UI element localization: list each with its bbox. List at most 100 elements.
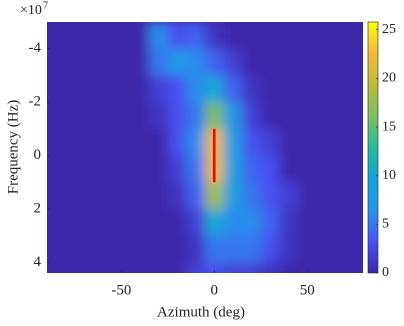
- heatmap-cell: [242, 48, 262, 76]
- heatmap-cell: [112, 22, 132, 50]
- heatmap-cell: [353, 155, 363, 183]
- heatmap-cell: [205, 182, 225, 210]
- heatmap-cell: [223, 22, 243, 50]
- heatmap-cell: [186, 262, 206, 273]
- heatmap-cell: [205, 262, 225, 273]
- heatmap-cell: [56, 22, 76, 50]
- heatmap-cell: [297, 208, 318, 237]
- heatmap-cell: [112, 235, 132, 263]
- heatmap-cell: [167, 208, 187, 237]
- heatmap-cell: [279, 102, 299, 130]
- heatmap-cell: [242, 182, 262, 210]
- heatmap-cell: [223, 128, 243, 157]
- heatmap-cell: [279, 128, 299, 157]
- colorbar: [367, 21, 379, 274]
- heatmap-cell: [149, 262, 169, 273]
- heatmap-cell: [335, 102, 355, 130]
- heatmap-cell: [260, 208, 280, 237]
- heatmap-cell: [56, 262, 76, 273]
- heatmap-cell: [56, 48, 76, 76]
- colorbar-tick-label: 15: [382, 119, 396, 134]
- heatmap-cell: [353, 48, 363, 76]
- heatmap-cell: [353, 235, 363, 263]
- heatmap-cell: [205, 22, 225, 50]
- heatmap-cell: [260, 235, 280, 263]
- heatmap-cell: [186, 22, 206, 50]
- heatmap-cell: [316, 102, 336, 130]
- heatmap-cell: [130, 235, 150, 263]
- heatmap-cell: [316, 128, 336, 157]
- heatmap-cell: [297, 262, 318, 273]
- heatmap-cell: [279, 48, 299, 76]
- heatmap-cell: [279, 155, 299, 183]
- heatmap-cell: [353, 262, 363, 273]
- x-tick-label: 50: [300, 282, 315, 298]
- heatmap-cell: [223, 182, 243, 210]
- y-tick-label: -4: [29, 40, 42, 56]
- heatmap-cell: [223, 102, 243, 130]
- heatmap-cell: [260, 128, 280, 157]
- heatmap-cell: [260, 155, 280, 183]
- heatmap-cell: [205, 48, 225, 76]
- colorbar-tick-label: 20: [382, 71, 396, 86]
- heatmap-cell: [335, 235, 355, 263]
- heatmap-cell: [130, 182, 150, 210]
- heatmap-cell: [167, 262, 187, 273]
- heatmap-cell: [149, 208, 169, 237]
- heatmap-cell: [242, 235, 262, 263]
- heatmap-cell: [74, 128, 94, 157]
- heatmap-cell: [279, 182, 299, 210]
- heatmap-cell: [74, 235, 94, 263]
- heatmap-cell: [242, 155, 262, 183]
- heatmap-cell: [316, 48, 336, 76]
- heatmap-cell: [205, 235, 225, 263]
- heatmap-cell: [279, 22, 299, 50]
- heatmap-cell: [279, 262, 299, 273]
- heatmap-cell: [335, 262, 355, 273]
- heatmap-cell: [93, 262, 113, 273]
- heatmap-cell: [112, 48, 132, 76]
- heatmap-cell: [316, 75, 336, 103]
- heatmap-cell: [56, 128, 76, 157]
- heatmap-cell: [167, 102, 187, 130]
- heatmap-cell: [223, 155, 243, 183]
- heatmap-cell: [223, 48, 243, 76]
- heatmap-cell: [93, 48, 113, 76]
- heatmap-cell: [93, 22, 113, 50]
- heatmap-cell: [167, 75, 187, 103]
- heatmap-cell: [56, 182, 76, 210]
- heatmap-cell: [316, 22, 336, 50]
- heatmap-cell: [149, 102, 169, 130]
- heatmap-cell: [74, 262, 94, 273]
- heatmap-cell: [335, 155, 355, 183]
- heatmap-cell: [205, 102, 225, 130]
- heatmap-cell: [149, 182, 169, 210]
- heatmap-cell: [112, 262, 132, 273]
- heatmap-cell: [242, 208, 262, 237]
- heatmap-cell: [297, 22, 318, 50]
- heatmap-cell: [279, 235, 299, 263]
- heatmap-cell: [260, 182, 280, 210]
- heatmap-cell: [74, 155, 94, 183]
- plot-area: [47, 22, 363, 273]
- heatmap-cell: [335, 75, 355, 103]
- heatmap-cell: [93, 235, 113, 263]
- heatmap-cell: [223, 262, 243, 273]
- heatmap-cell: [56, 102, 76, 130]
- heatmap-cell: [56, 208, 76, 237]
- x-axis-label: Azimuth (deg): [157, 304, 245, 320]
- heatmap-cell: [112, 208, 132, 237]
- heatmap-cell: [260, 48, 280, 76]
- heatmap-cell: [223, 75, 243, 103]
- colorbar-tick-label: 10: [382, 168, 396, 183]
- heatmap-cell: [47, 48, 57, 76]
- y-tick-label: 0: [34, 147, 42, 163]
- heatmap-cell: [149, 75, 169, 103]
- heatmap-cell: [297, 155, 318, 183]
- heatmap-cell: [93, 155, 113, 183]
- heatmap-cell: [335, 22, 355, 50]
- heatmap-cell: [335, 48, 355, 76]
- heatmap-cell: [260, 75, 280, 103]
- heatmap-cell: [242, 128, 262, 157]
- heatmap-cell: [353, 22, 363, 50]
